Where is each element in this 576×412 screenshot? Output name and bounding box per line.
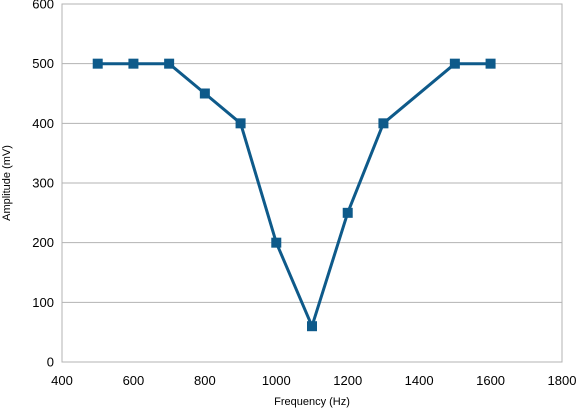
data-point-marker xyxy=(235,118,246,129)
data-point-marker xyxy=(485,58,496,69)
data-point-marker xyxy=(449,58,460,69)
x-tick-label: 1600 xyxy=(476,373,505,388)
grid xyxy=(62,3,562,363)
y-axis-title: Amplitude (mV) xyxy=(1,145,13,221)
series-layer xyxy=(92,58,496,332)
y-tick-label: 0 xyxy=(47,355,54,370)
x-tick-label: 1200 xyxy=(333,373,362,388)
plot-area xyxy=(61,3,563,363)
x-axis-ticks: 400 600 800 1000 1200 1400 1600 1800 xyxy=(51,373,576,388)
data-point-marker xyxy=(128,58,139,69)
series-line xyxy=(96,62,493,328)
data-point-marker xyxy=(164,58,175,69)
x-axis-title: Frequency (Hz) xyxy=(274,396,350,408)
data-point-marker xyxy=(307,321,317,332)
x-tick-label: 400 xyxy=(51,373,73,388)
y-tick-label: 100 xyxy=(32,295,54,310)
y-tick-label: 400 xyxy=(32,116,54,131)
x-tick-label: 600 xyxy=(123,373,145,388)
y-tick-label: 500 xyxy=(32,56,54,71)
x-tick-label: 800 xyxy=(194,373,216,388)
data-point-marker xyxy=(271,237,282,248)
x-tick-label: 1000 xyxy=(262,373,291,388)
data-point-marker xyxy=(378,118,389,129)
data-point-marker xyxy=(92,58,103,69)
data-point-marker xyxy=(199,88,210,99)
y-axis-ticks: 0 100 200 300 400 500 600 xyxy=(32,0,54,370)
y-tick-label: 600 xyxy=(32,0,54,12)
y-tick-label: 200 xyxy=(32,235,54,250)
x-tick-label: 1400 xyxy=(405,373,434,388)
data-point-marker xyxy=(342,207,353,218)
y-tick-label: 300 xyxy=(32,176,54,191)
x-tick-label: 1800 xyxy=(548,373,576,388)
